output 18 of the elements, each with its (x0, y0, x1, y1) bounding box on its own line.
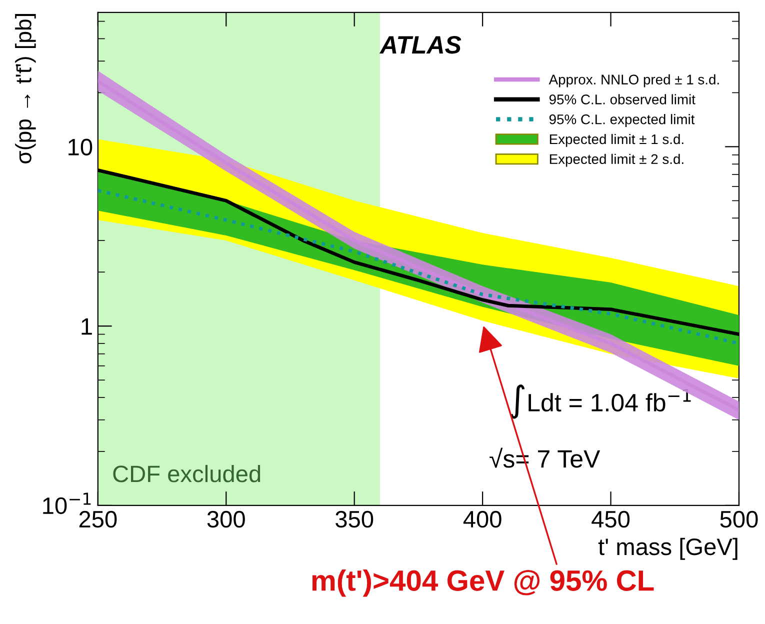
annotation: ATLAS (379, 36, 462, 54)
legend-label: 95% C.L. observed limit (549, 94, 696, 104)
x-tick-label: 300 (207, 510, 245, 528)
x-tick-label: 400 (463, 510, 502, 528)
x-tick-label: 500 (720, 510, 758, 528)
band-label: CDF excluded (113, 464, 260, 482)
y-tick-label: 10 (68, 138, 92, 156)
legend-label: Approx. NNLO pred ± 1 s.d. (548, 74, 719, 88)
legend-label: Expected limit ± 2 s.d. (550, 154, 684, 167)
y-tick-label: 1 (82, 318, 92, 335)
y-axis-title: σ(pp → t't̄') [pb] (15, 14, 36, 164)
x-tick-label: 350 (336, 510, 374, 528)
legend-label: Expected limit ± 1 s.d. (550, 134, 684, 147)
x-axis-title: t' mass [GeV] (598, 538, 738, 560)
legend-label: 95% C.L. expected limit (549, 114, 695, 128)
text: m(t')>404 GeV @ 95% CL (312, 570, 654, 597)
annotation: ∫Ldt = 1.04 fb$^{−1}$ (510, 384, 691, 419)
x-tick-label: 450 (592, 510, 630, 528)
